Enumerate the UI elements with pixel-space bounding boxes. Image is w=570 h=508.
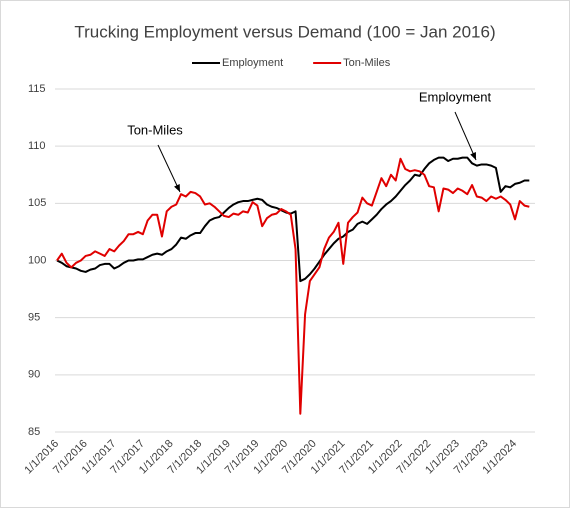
y-tick-label: 115 bbox=[28, 83, 46, 95]
y-tick-label: 100 bbox=[28, 254, 46, 266]
legend-label: Employment bbox=[222, 57, 283, 69]
annotation: Employment bbox=[419, 89, 492, 104]
y-tick-label: 85 bbox=[28, 426, 40, 438]
line-series bbox=[56, 156, 530, 283]
annotation-arrowhead bbox=[470, 152, 476, 160]
y-tick-label: 90 bbox=[28, 369, 40, 381]
annotation: Ton-Miles bbox=[127, 122, 183, 137]
y-tick-label: 95 bbox=[28, 312, 40, 324]
y-tick-label: 105 bbox=[28, 197, 46, 209]
chart-title: Trucking Employment versus Demand (100 =… bbox=[74, 22, 495, 41]
annotation-arrowhead bbox=[174, 184, 180, 192]
legend-label: Ton-Miles bbox=[343, 57, 391, 69]
legend: Employment Ton-Miles bbox=[192, 57, 391, 69]
y-tick-label: 110 bbox=[28, 140, 46, 152]
line-series bbox=[56, 157, 530, 415]
annotation-arrow bbox=[454, 111, 477, 161]
annotation-arrow bbox=[157, 144, 181, 193]
